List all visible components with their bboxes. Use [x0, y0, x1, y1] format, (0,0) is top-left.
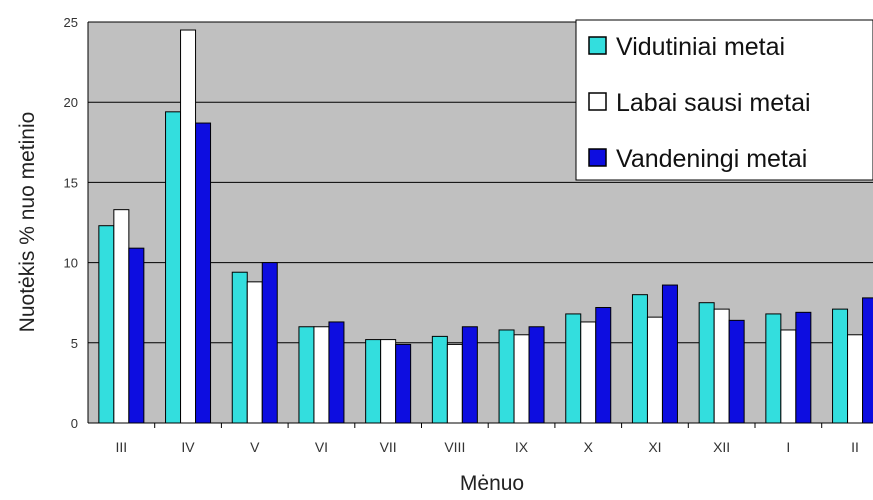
y-tick-label: 5: [71, 336, 78, 351]
bar: [246, 281, 263, 424]
bar: [431, 335, 448, 424]
bar: [698, 302, 715, 424]
x-tick-label: VII: [380, 439, 397, 455]
bar: [128, 247, 145, 424]
legend-label: Vidutiniai metai: [616, 33, 785, 61]
bar: [461, 326, 478, 424]
legend-swatch: [588, 36, 607, 55]
bar: [862, 297, 873, 424]
legend-label: Labai sausi metai: [616, 89, 811, 117]
x-tick-label: VI: [315, 439, 328, 455]
bar: [765, 313, 782, 424]
x-tick-label: I: [786, 439, 790, 455]
x-tick-label: V: [250, 439, 260, 455]
y-tick-labels: 0 5 10 15 20 25: [64, 15, 78, 431]
y-tick-label: 0: [71, 416, 78, 431]
y-tick-label: 15: [64, 175, 78, 190]
bar: [113, 209, 130, 424]
x-tick-labels: III IV V VI VII VIII IX X XI XII I II: [116, 439, 859, 455]
x-tick-label: X: [584, 439, 594, 455]
bar: [780, 329, 797, 424]
x-tick-label: XII: [713, 439, 730, 455]
x-tick-label: IX: [515, 439, 529, 455]
bar: [713, 308, 730, 424]
legend-swatch: [588, 148, 607, 167]
legend-swatch: [588, 92, 607, 111]
legend-box: [575, 19, 873, 181]
x-tick-label: II: [851, 439, 859, 455]
x-tick-label: XI: [648, 439, 661, 455]
bar: [513, 334, 530, 424]
legend-label: Vandeningi metai: [616, 145, 807, 173]
bar: [795, 311, 812, 424]
bar: [528, 326, 545, 424]
bar: [231, 271, 248, 424]
x-tick-label: VIII: [444, 439, 465, 455]
x-tick-label: III: [116, 439, 128, 455]
bar: [661, 284, 678, 424]
axes: [87, 22, 873, 428]
bar: [728, 319, 745, 424]
bar: [165, 111, 182, 424]
bar: [195, 122, 212, 424]
bar: [498, 329, 515, 424]
x-tick-label: IV: [181, 439, 195, 455]
bar: [380, 339, 397, 424]
x-axis-title: Mėnuo: [460, 472, 524, 495]
bar: [313, 326, 330, 424]
y-axis-title: Nuotėkis % nuo metinio: [16, 112, 39, 333]
bar: [98, 225, 115, 424]
y-tick-label: 10: [64, 256, 78, 271]
legend: Vidutiniai metai Labai sausi metai Vandeni…: [575, 19, 873, 181]
y-tick-label: 25: [64, 15, 78, 30]
y-tick-label: 20: [64, 95, 78, 110]
bar: [180, 29, 197, 424]
bar: [446, 343, 463, 424]
bar: [580, 321, 597, 424]
bar: [646, 316, 663, 424]
bar: [565, 313, 582, 424]
bar: [631, 294, 648, 424]
bar: [365, 339, 382, 424]
bar: [595, 307, 612, 424]
bar: [395, 343, 412, 424]
bar: [832, 308, 849, 424]
bar: [847, 334, 864, 424]
bar: [261, 262, 278, 424]
bar: [328, 321, 345, 424]
bar: [298, 326, 315, 424]
